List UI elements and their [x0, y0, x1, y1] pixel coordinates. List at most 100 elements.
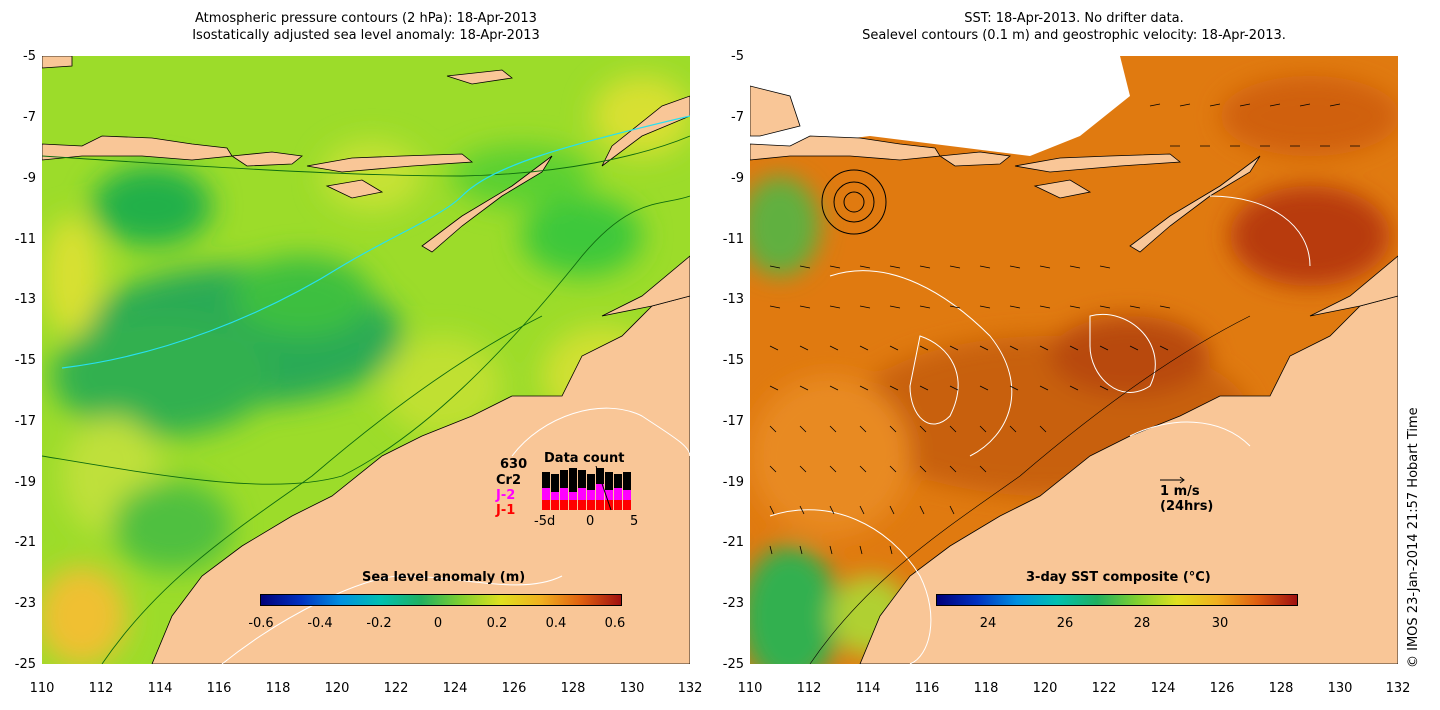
lat-tick: -7 [23, 110, 36, 125]
lon-tick: 122 [383, 681, 409, 696]
lon-tick: 114 [855, 681, 881, 696]
legend-row-j1: J-1 [496, 503, 516, 518]
histogram-tick: 0 [586, 514, 595, 529]
lat-tick: -7 [731, 110, 744, 125]
bali-lombok-island-sst [938, 151, 1011, 167]
sla-cbar-tick: 0.2 [486, 616, 508, 631]
velocity-scale-sub: (24hrs) [1160, 499, 1214, 514]
bali-lombok-island [230, 151, 303, 167]
left-title-line1: Atmospheric pressure contours (2 hPa): 1… [195, 11, 537, 26]
arnhem-coast-sst [1309, 255, 1398, 317]
sla-land [42, 56, 690, 664]
sulawesi-fragment [446, 69, 513, 85]
sla-cbar-tick: 0.4 [545, 616, 567, 631]
velocity-arrows [769, 103, 1360, 555]
sst-colorbar-title: 3-day SST composite (°C) [1026, 570, 1211, 585]
sealevel-contours [769, 195, 1311, 664]
left-title: Atmospheric pressure contours (2 hPa): 1… [42, 10, 690, 44]
lon-tick: 124 [442, 681, 468, 696]
sumbawa-flores-island [306, 153, 474, 173]
sst-cbar-tick: 28 [1133, 616, 1151, 631]
histogram-bars [542, 468, 631, 510]
pressure-contour-cyan [61, 115, 690, 369]
lon-tick: 118 [973, 681, 999, 696]
lat-tick: -13 [14, 292, 36, 307]
sst-land [750, 85, 1398, 664]
lon-tick: 110 [29, 681, 55, 696]
lon-tick: 122 [1091, 681, 1117, 696]
left-title-line2: Isostatically adjusted sea level anomaly… [192, 28, 540, 43]
lat-tick: -17 [14, 414, 36, 429]
sst-cbar-tick: 26 [1056, 616, 1074, 631]
lon-tick: 132 [1385, 681, 1411, 696]
sst-colorbar [936, 594, 1298, 606]
sla-cbar-tick: -0.4 [307, 616, 333, 631]
sla-cbar-tick: 0.6 [604, 616, 626, 631]
velocity-scale-arrow [1160, 476, 1185, 484]
lon-tick: 130 [1327, 681, 1353, 696]
java-island-sst [750, 135, 941, 161]
sumba-island [325, 179, 384, 199]
lat-tick: -11 [14, 232, 36, 247]
sst-cbar-tick: 30 [1211, 616, 1229, 631]
lat-tick: -17 [722, 414, 744, 429]
lon-tick: 126 [501, 681, 527, 696]
lon-tick: 120 [1032, 681, 1058, 696]
lat-tick: -23 [722, 596, 744, 611]
lat-tick: -11 [722, 232, 744, 247]
lon-tick: 114 [147, 681, 173, 696]
lon-tick: 128 [560, 681, 586, 696]
sla-map [42, 56, 690, 664]
velocity-scale-label: 1 m/s [1160, 484, 1200, 499]
lat-tick: -5 [731, 49, 744, 64]
australia-mainland-sst [859, 295, 1398, 664]
right-title-line1: SST: 18-Apr-2013. No drifter data. [964, 11, 1184, 26]
eddy-circles [821, 169, 887, 235]
lon-tick: 118 [265, 681, 291, 696]
sumbawa-flores-island-sst [1014, 153, 1182, 173]
lon-tick: 112 [88, 681, 114, 696]
australia-mainland [151, 295, 690, 664]
sla-colorbar [260, 594, 622, 606]
lat-tick: -19 [14, 475, 36, 490]
lat-tick: -25 [722, 657, 744, 672]
sst-map-svg [750, 56, 1398, 664]
lon-tick: 126 [1209, 681, 1235, 696]
sla-map-svg [42, 56, 690, 664]
sst-isobath [809, 315, 1251, 664]
sst-cbar-tick: 24 [979, 616, 997, 631]
data-count-histogram [542, 466, 631, 511]
lon-tick: 120 [324, 681, 350, 696]
right-title-line2: Sealevel contours (0.1 m) and geostrophi… [862, 28, 1286, 43]
lat-tick: -15 [14, 353, 36, 368]
pressure-contours [42, 135, 690, 664]
lat-tick: -21 [722, 535, 744, 550]
lon-tick: 116 [914, 681, 940, 696]
lat-tick: -21 [14, 535, 36, 550]
lat-tick: -23 [14, 596, 36, 611]
java-island [42, 135, 233, 161]
histogram-now-line [595, 466, 612, 511]
sla-cbar-tick: 0 [433, 616, 443, 631]
lon-tick: 132 [677, 681, 703, 696]
histogram-tick: -5d [534, 514, 556, 529]
histogram-tick: 5 [630, 514, 639, 529]
right-title: SST: 18-Apr-2013. No drifter data. Seale… [750, 10, 1398, 44]
data-count-total: 630 [500, 457, 528, 472]
java-west-sst [750, 85, 801, 137]
sumba-island-sst [1033, 179, 1092, 199]
lat-tick: -9 [731, 171, 744, 186]
sla-cbar-tick: -0.6 [248, 616, 274, 631]
lat-tick: -15 [722, 353, 744, 368]
land-contours [221, 407, 690, 664]
legend-row-j2: J-2 [496, 488, 516, 503]
lon-tick: 124 [1150, 681, 1176, 696]
data-count-title: Data count [544, 451, 625, 466]
lat-tick: -19 [722, 475, 744, 490]
lon-tick: 112 [796, 681, 822, 696]
tanimbar-fragment [601, 95, 690, 167]
lon-tick: 110 [737, 681, 763, 696]
sst-map [750, 56, 1398, 664]
lon-tick: 128 [1268, 681, 1294, 696]
lat-tick: -9 [23, 171, 36, 186]
